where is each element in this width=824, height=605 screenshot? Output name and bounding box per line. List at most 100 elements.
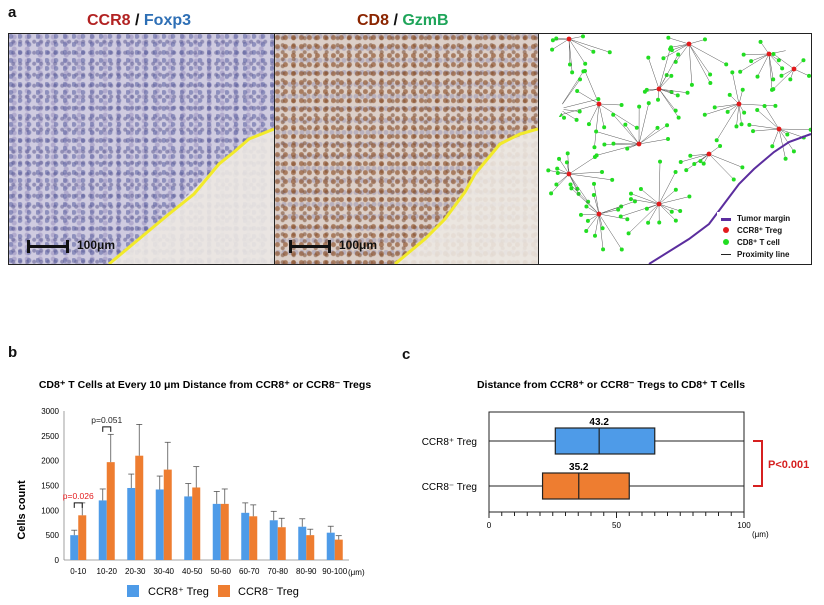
proximity-line — [638, 127, 658, 145]
cd8-t-cell-dot — [702, 112, 707, 117]
bar — [306, 535, 315, 560]
cd8-t-cell-dot — [555, 170, 560, 175]
x-tick-label: 20-30 — [125, 567, 146, 576]
cd8-t-cell-dot — [626, 231, 631, 236]
proximity-line — [551, 38, 570, 50]
proximity-line — [658, 88, 679, 118]
cd8-t-cell-dot — [546, 168, 551, 173]
cd8-t-cell-dot — [751, 129, 756, 134]
cd8-t-cell-dot — [755, 107, 760, 112]
box-category-label: CCR8⁻ Treg — [422, 482, 477, 493]
ccr8-treg-dot — [596, 211, 602, 217]
cd8-t-cell-dot — [628, 197, 633, 202]
cd8-t-cell-dot — [776, 58, 781, 63]
proximity-line — [751, 53, 770, 62]
cd8-t-cell-dot — [741, 52, 746, 57]
proximity-line — [598, 213, 622, 250]
cd8-t-cell-dot — [684, 168, 689, 173]
cd8-t-cell-dot — [771, 52, 776, 57]
bar — [220, 503, 229, 560]
proximity-line — [658, 88, 676, 111]
image2-title: CD8 / GzmB — [357, 12, 449, 30]
proximity-line — [708, 153, 743, 168]
bar — [212, 503, 221, 560]
cd8-t-cell-dot — [600, 226, 605, 231]
proximity-line — [588, 103, 600, 125]
legend-swatch-ccr8-neg — [218, 585, 230, 597]
tcell-dot-swatch — [723, 239, 729, 245]
cutout-region — [769, 34, 811, 59]
cd8-t-cell-dot — [574, 117, 579, 122]
proximity-line — [571, 188, 600, 215]
proximity-line — [558, 79, 581, 110]
cd8-t-cell-dot — [692, 162, 697, 167]
proximity-line — [596, 131, 640, 145]
cd8-t-cell-dot — [731, 177, 736, 182]
proximity-line — [598, 213, 628, 220]
proximity-line — [630, 198, 660, 205]
proximity-line — [768, 53, 774, 80]
cd8-t-cell-dot — [646, 55, 651, 60]
cd8-t-cell-dot — [578, 212, 583, 217]
bar — [70, 535, 79, 560]
cd8-t-cell-dot — [779, 73, 784, 78]
proximity-line — [668, 37, 690, 45]
median-label: 35.2 — [569, 462, 589, 473]
cd8-t-cell-dot — [675, 93, 680, 98]
cd8-t-cell-dot — [554, 182, 559, 187]
cd8-t-cell-dot — [689, 82, 694, 87]
cd8-t-cell-dot — [688, 153, 693, 158]
proximity-line — [598, 103, 605, 128]
map-legend: Tumor margin CCR8⁺ Treg CD8⁺ T cell Prox… — [717, 212, 809, 264]
significance-bracket — [753, 440, 763, 487]
proximity-line — [625, 124, 640, 145]
y-tick-label: 500 — [46, 531, 60, 540]
ccr8-treg-dot — [686, 41, 692, 47]
proximity-line — [568, 173, 579, 194]
cd8-t-cell-dot — [554, 36, 559, 41]
image1-title: CCR8 / Foxp3 — [87, 12, 191, 30]
cd8-t-cell-dot — [611, 112, 616, 117]
box-category-label: CCR8⁺ Treg — [422, 437, 477, 448]
proximity-line — [778, 128, 804, 138]
y-tick-label: 2000 — [41, 457, 59, 466]
cd8-t-cell-dot — [676, 52, 681, 57]
cd8-t-cell-dot — [594, 129, 599, 134]
x-tick-label: 40-50 — [182, 567, 203, 576]
cd8-t-cell-dot — [755, 74, 760, 79]
cd8-t-cell-dot — [740, 165, 745, 170]
proximity-line — [688, 43, 711, 75]
proximity-line — [630, 193, 660, 205]
proximity-line — [688, 39, 706, 45]
cd8-t-cell-dot — [592, 155, 597, 160]
x-unit-label: (μm) — [348, 568, 365, 577]
bar — [135, 455, 144, 560]
cd8-t-cell-dot — [730, 70, 735, 75]
cd8-t-cell-dot — [646, 220, 651, 225]
proximity-line — [704, 103, 740, 116]
cd8-t-cell-dot — [788, 77, 793, 82]
proximity-line — [768, 53, 783, 69]
legend-label: Proximity line — [737, 250, 790, 259]
proximity-line — [558, 158, 570, 175]
cd8-t-cell-dot — [619, 102, 624, 107]
proximity-line — [688, 43, 727, 65]
cd8-t-cell-dot — [586, 199, 591, 204]
proximity-line — [757, 53, 770, 77]
cd8-t-cell-dot — [783, 156, 788, 161]
cd8-t-cell-dot — [771, 77, 776, 82]
cd8-t-cell-dot — [669, 73, 674, 78]
bar — [192, 487, 201, 560]
ccr8-treg-dot — [706, 151, 712, 157]
bar — [155, 489, 164, 560]
proximity-line — [738, 89, 743, 105]
ccr8-treg-dot — [656, 201, 662, 207]
proximity-line — [743, 53, 770, 55]
cd8-t-cell-dot — [610, 177, 615, 182]
proximity-line-swatch — [721, 254, 731, 255]
cd8-t-cell-dot — [602, 142, 607, 147]
proximity-network — [539, 34, 811, 264]
bar — [78, 515, 87, 560]
cd8-t-cell-dot — [685, 90, 690, 95]
cd8-t-cell-dot — [570, 70, 575, 75]
